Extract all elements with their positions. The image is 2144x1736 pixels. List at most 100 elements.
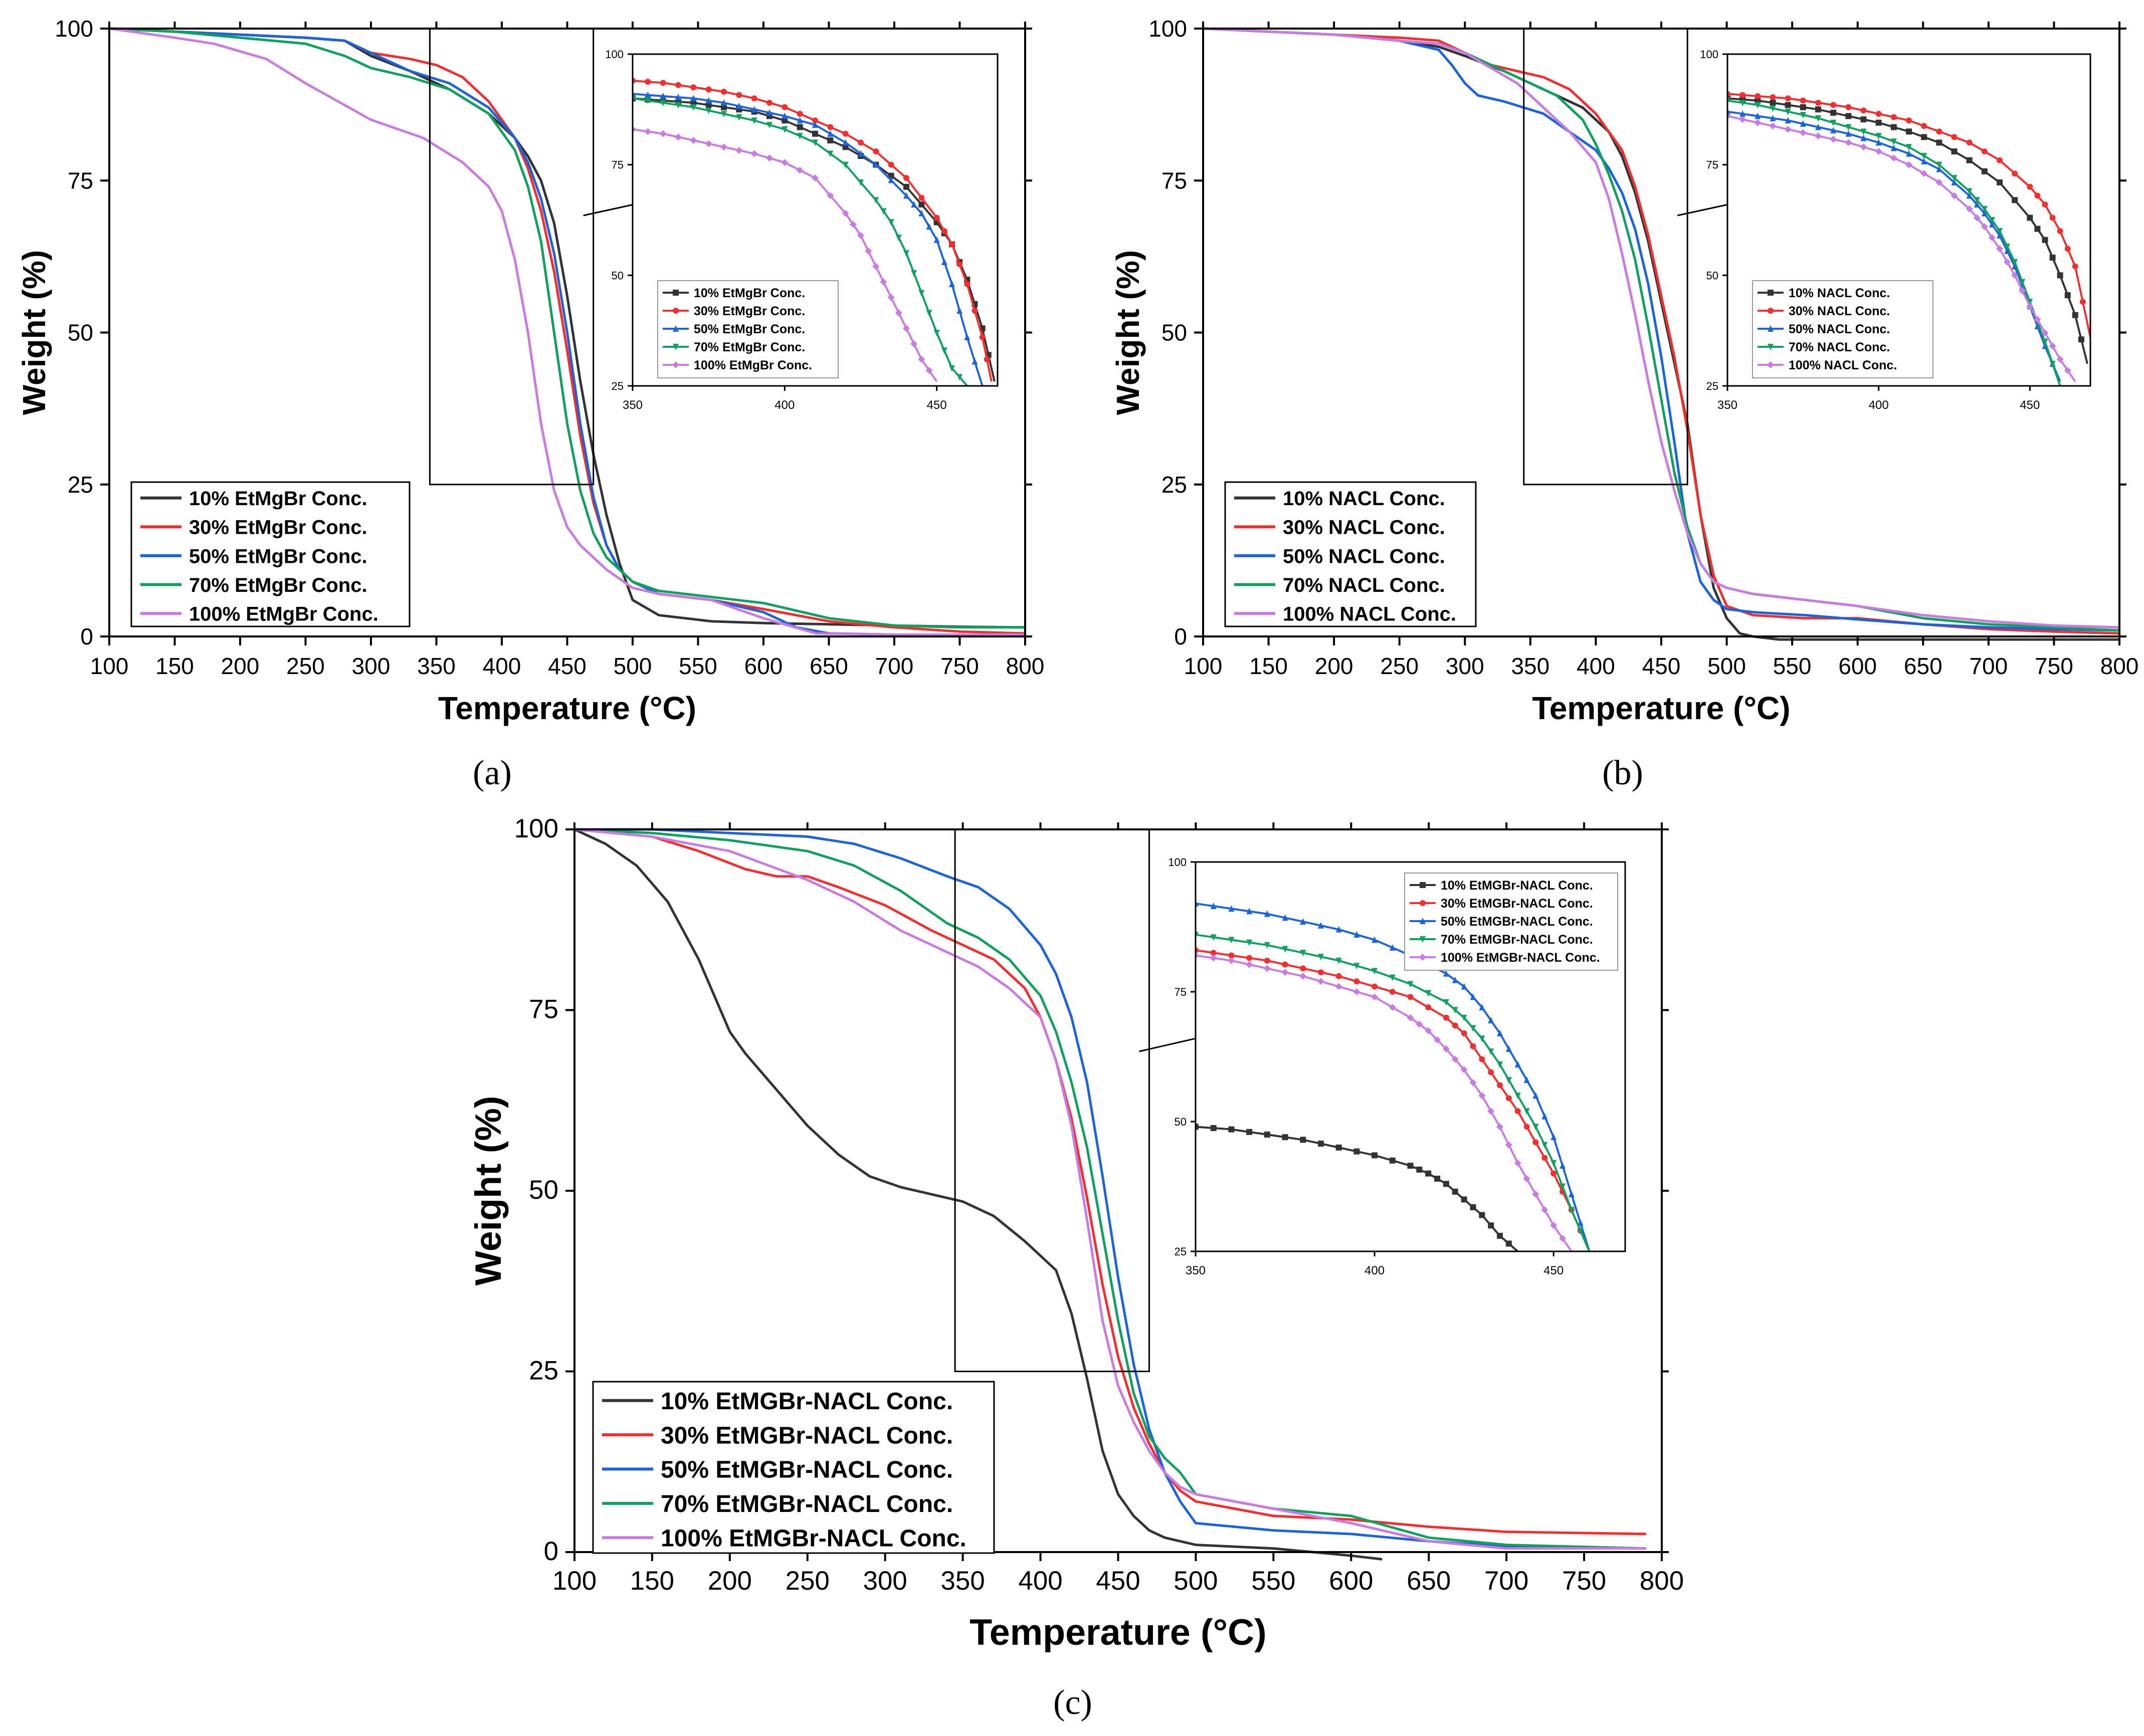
inset-x-tick-label: 400 — [1365, 1264, 1385, 1277]
y-tick-label: 75 — [68, 167, 93, 193]
legend: 10% EtMGBr-NACL Conc. 30% EtMGBr-NACL Con… — [592, 1381, 995, 1554]
x-tick-label: 650 — [810, 653, 848, 679]
inset-marker — [1560, 1183, 1566, 1190]
inset-marker — [645, 79, 651, 85]
inset-marker — [1443, 1181, 1449, 1187]
inset-marker — [1407, 981, 1414, 988]
x-tick-label: 800 — [1006, 653, 1045, 679]
inset-marker — [782, 126, 788, 133]
inset-chart: 350 400 450 25 50 75 100 10% EtMgBr Conc. 30% Et… — [605, 48, 999, 412]
x-tick-label: 750 — [1562, 1566, 1606, 1596]
y-axis-title: Weight (%) — [467, 1096, 509, 1286]
x-tick-label: 500 — [1707, 653, 1746, 679]
x-tick-label: 400 — [1577, 653, 1615, 679]
inset-marker — [1755, 102, 1761, 109]
x-tick-label: 700 — [1484, 1566, 1528, 1596]
inset-legend-marker — [1420, 936, 1426, 943]
inset-marker — [633, 126, 636, 133]
y-axis-title: Weight (%) — [16, 250, 52, 415]
inset-marker — [1800, 104, 1806, 110]
inset-marker — [1505, 1095, 1512, 1102]
inset-marker — [1228, 1126, 1235, 1133]
inset-marker — [1966, 188, 1973, 195]
inset-marker — [1264, 957, 1270, 964]
inset-marker — [1830, 119, 1837, 126]
inset-marker — [1973, 214, 1981, 222]
inset-marker — [2034, 192, 2041, 199]
inset-marker — [1263, 965, 1271, 972]
inset-marker — [690, 104, 697, 111]
x-tick-label: 100 — [552, 1566, 597, 1596]
legend-entry: 10% EtMgBr Conc. — [189, 488, 367, 510]
inset-marker — [1755, 112, 1761, 119]
inset-marker — [1389, 1004, 1396, 1011]
inset-marker — [1228, 952, 1235, 959]
inset-marker — [941, 258, 947, 265]
inset-marker — [933, 236, 940, 243]
inset-marker — [736, 114, 742, 121]
inset-marker — [1830, 102, 1837, 108]
panel-label: (c) — [1053, 1683, 1092, 1722]
inset-marker — [1505, 1045, 1512, 1052]
inset-marker — [911, 201, 917, 208]
legend-entry: 30% EtMGBr-NACL Conc. — [661, 1422, 953, 1449]
inset-marker — [675, 82, 681, 88]
inset-marker — [812, 174, 819, 182]
chart-panel-b: 100 150 200 250 300 350 400 450 500 550 600 650 700 7… — [1110, 16, 2138, 792]
inset-marker — [1452, 976, 1458, 983]
series-lines-c — [574, 828, 1647, 1561]
series-lines-a — [109, 27, 1025, 637]
inset-marker — [1317, 1141, 1324, 1147]
inset-marker — [1550, 1170, 1557, 1177]
inset-marker — [1966, 192, 1973, 199]
inset-marker — [1951, 178, 1958, 185]
inset-marker — [1470, 1204, 1476, 1210]
inset-marker — [941, 228, 947, 235]
inset-marker — [781, 159, 789, 166]
inset-marker — [1434, 1036, 1441, 1043]
legend-entry: 30% EtMgBr Conc. — [189, 517, 367, 539]
x-tick-label: 800 — [1640, 1566, 1684, 1596]
inset-x-tick-label: 450 — [2020, 398, 2040, 412]
x-tick-label: 300 — [1446, 653, 1484, 679]
legend-entry: 70% NACL Conc. — [1283, 574, 1445, 596]
y-axis-title: Weight (%) — [1110, 250, 1146, 415]
inset-marker — [1974, 197, 1980, 204]
inset-marker — [1353, 1148, 1360, 1155]
inset-marker — [1196, 952, 1199, 959]
inset-marker — [887, 294, 895, 301]
x-tick-label: 600 — [1838, 653, 1877, 679]
inset-marker — [1981, 209, 1988, 216]
inset-marker — [1442, 1045, 1450, 1052]
inset-marker — [1785, 108, 1791, 115]
series-line-100 — [109, 27, 1025, 636]
inset-marker — [873, 148, 879, 155]
inset-marker — [1845, 139, 1852, 146]
inset-marker — [2042, 201, 2048, 208]
inset-marker — [1890, 138, 1897, 145]
inset-marker — [1461, 1030, 1467, 1036]
inset-marker — [827, 124, 834, 130]
inset-marker — [1830, 127, 1837, 134]
inset-marker — [644, 128, 652, 135]
legend: 10% EtMgBr Conc. 30% EtMgBr Conc. 50% EtMg… — [130, 481, 411, 627]
inset-marker — [1997, 157, 2003, 163]
inset-marker — [1372, 968, 1378, 975]
y-tick-label: 0 — [1174, 623, 1187, 649]
inset-marker — [1989, 221, 1995, 228]
inset-marker — [2056, 356, 2064, 363]
inset-marker — [1815, 106, 1821, 113]
series-line-50 — [109, 27, 1025, 637]
inset-marker — [888, 161, 894, 168]
inset-marker — [1800, 97, 1806, 104]
inset-marker — [1317, 978, 1324, 985]
inset-marker — [1890, 114, 1897, 120]
series-line-50 — [1203, 27, 2119, 632]
inset-marker — [1228, 905, 1235, 912]
inset-marker — [1532, 1092, 1539, 1099]
inset-marker — [1300, 918, 1306, 925]
inset-marker — [721, 99, 727, 106]
inset-marker — [956, 261, 963, 268]
inset-y-tick-label: 50 — [1175, 1116, 1187, 1128]
inset-marker — [910, 340, 918, 348]
